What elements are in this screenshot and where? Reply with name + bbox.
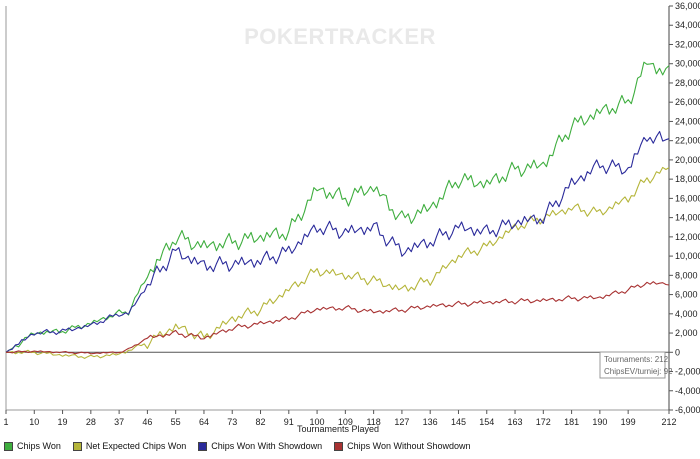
x-tick-label: 199 (621, 417, 636, 427)
x-tick-label: 127 (394, 417, 409, 427)
y-tick-label: 12,000 (675, 232, 700, 242)
x-tick-label: 55 (171, 417, 181, 427)
series-line-1 (5, 61, 670, 353)
legend-swatch (72, 441, 82, 451)
x-ticks: 1 10 19 28 37 46 55 64 73 82 91 100 109 118 127 136 145 1… (3, 410, 677, 427)
x-tick-label: 1 (3, 417, 8, 427)
y-tick-label: 0 (675, 347, 680, 357)
y-tick-label: -6,000 (675, 405, 700, 415)
x-tick-label: 190 (592, 417, 607, 427)
y-tick-label: 36,000 (675, 1, 700, 11)
legend-item: Chips Won (4, 441, 61, 451)
info-box: Tournaments: 212 ChipsEV/turniej: 92 (599, 351, 673, 379)
series-line-3 (5, 130, 670, 353)
y-tick-label: 8,000 (675, 270, 698, 280)
y-tick-label: 32,000 (675, 39, 700, 49)
y-tick-label: 28,000 (675, 78, 700, 88)
legend-swatch (334, 441, 344, 451)
x-tick-label: 118 (366, 417, 380, 427)
y-tick-label: 20,000 (675, 155, 700, 165)
series-group (5, 61, 670, 359)
series-line-4 (5, 281, 670, 355)
y-tick-label: -2,000 (675, 367, 700, 377)
info-box-frame (599, 351, 666, 379)
x-tick-label: 136 (423, 417, 438, 427)
legend-swatch (4, 441, 13, 451)
x-tick-label: 91 (284, 417, 294, 427)
y-tick-label: 26,000 (675, 97, 700, 107)
legend-item: Net Expected Chips Won (72, 441, 187, 451)
watermark: POKERTRACKER (244, 24, 436, 49)
x-tick-label: 212 (661, 417, 676, 427)
x-tick-label: 145 (451, 417, 466, 427)
y-tick-label: 14,000 (675, 213, 700, 223)
x-tick-label: 19 (58, 417, 68, 427)
x-tick-label: 37 (114, 417, 124, 427)
x-tick-label: 100 (310, 417, 325, 427)
legend-label: Chips Won With Showdown (211, 441, 323, 451)
x-axis-title: Tournaments Played (297, 424, 379, 434)
x-tick-label: 46 (142, 417, 152, 427)
axes (5, 6, 670, 411)
watermark-group: POKERTRACKER (244, 24, 436, 49)
x-tick-label: 154 (479, 417, 494, 427)
y-tick-label: 30,000 (675, 59, 700, 69)
legend-item: Chips Won Without Showdown (334, 441, 471, 451)
x-tick-label: 10 (29, 417, 39, 427)
y-tick-label: 24,000 (675, 116, 700, 126)
y-tick-label: 16,000 (675, 193, 700, 203)
legend-label: Net Expected Chips Won (85, 441, 187, 451)
y-tick-label: 10,000 (675, 251, 700, 261)
y-tick-label: -4,000 (675, 386, 700, 396)
x-tick-label: 181 (564, 417, 579, 427)
y-tick-label: 2,000 (675, 328, 698, 338)
x-tick-label: 163 (508, 417, 523, 427)
y-tick-label: 18,000 (675, 174, 700, 184)
y-tick-label: 6,000 (675, 290, 698, 300)
legend-label: Chips Won (17, 441, 61, 451)
x-tick-label: 109 (338, 417, 353, 427)
x-tick-label: 73 (227, 417, 237, 427)
series-line-2 (6, 166, 670, 359)
x-tick-label: 28 (86, 417, 96, 427)
legend-item: Chips Won With Showdown (198, 441, 322, 451)
info-tournaments: Tournaments: 212 (604, 355, 669, 364)
y-ticks: 36,000 34,000 32,000 30,000 28,000 26,000 24,0… (669, 1, 700, 415)
legend: Chips Won Net Expected Chips Won Chips Won… (4, 438, 483, 454)
x-tick-label: 172 (536, 417, 551, 427)
x-tick-label: 64 (199, 417, 209, 427)
legend-label: Chips Won Without Showdown (347, 441, 471, 451)
x-tick-label: 82 (256, 417, 266, 427)
y-tick-label: 22,000 (675, 136, 700, 146)
info-chips-ev: ChipsEV/turniej: 92 (604, 367, 673, 376)
legend-swatch (198, 441, 208, 451)
y-tick-label: 4,000 (675, 309, 698, 319)
y-tick-label: 34,000 (675, 20, 700, 30)
